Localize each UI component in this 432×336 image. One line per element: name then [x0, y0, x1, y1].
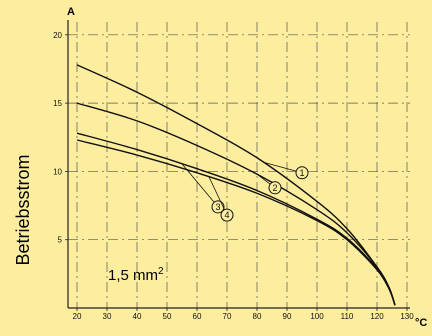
callout-label-3: 3 [215, 202, 220, 212]
series-line-3 [76, 132, 396, 306]
callout-circle-2 [268, 181, 282, 195]
x-tick-label: 70 [223, 312, 232, 321]
cross-section-annotation: 1,5 mm2 [108, 266, 164, 284]
x-tick-label: 50 [163, 312, 172, 321]
y-tick-label: 5 [58, 236, 63, 245]
x-tick-label: 110 [341, 312, 354, 321]
x-tick-label: 100 [310, 312, 324, 321]
y-unit-label: A [67, 6, 75, 18]
x-tick-label: 80 [253, 312, 262, 321]
y-tick-label: 20 [53, 31, 62, 40]
callout-leader-3 [181, 163, 219, 208]
y-tick-label: 15 [53, 99, 62, 108]
y-axis-title: Betriebsstrom [13, 154, 33, 265]
callout-label-4: 4 [224, 210, 229, 220]
x-tick-label: 120 [370, 312, 384, 321]
callout-label-2: 2 [272, 183, 277, 193]
x-tick-label: 30 [103, 312, 112, 321]
series-line-4 [76, 139, 396, 306]
cross-section-value: 1,5 mm [108, 267, 158, 284]
x-tick-label: 90 [283, 312, 292, 321]
y-tick-label: 10 [53, 167, 62, 176]
callout-leader-4 [208, 176, 228, 216]
callout-label-1: 1 [299, 168, 304, 178]
x-unit-label: °C [415, 317, 427, 329]
callout-leader-1 [262, 161, 303, 174]
series-callouts: 1 2 34 [181, 161, 309, 222]
cross-section-superscript: 2 [158, 266, 164, 277]
callout-circle-1 [295, 166, 309, 180]
x-tick-label: 20 [73, 312, 82, 321]
x-tick-labels: 20 30 40 50 60 70 80 90 100 110 120 130 [73, 308, 414, 321]
callout-circle-4 [220, 208, 234, 222]
series-lines [76, 64, 396, 306]
x-tick-label: 40 [133, 312, 142, 321]
y-tick-labels: 5 10 15 20 [53, 31, 68, 245]
callout-circle-3 [211, 200, 225, 214]
grid [68, 22, 410, 308]
x-tick-label: 60 [193, 312, 202, 321]
x-tick-label: 130 [400, 312, 414, 321]
